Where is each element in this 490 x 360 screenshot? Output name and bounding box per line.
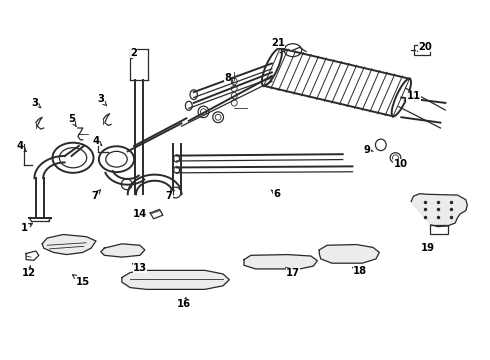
Polygon shape <box>411 194 467 226</box>
Text: 7: 7 <box>91 190 100 201</box>
Bar <box>430 225 448 234</box>
Text: 17: 17 <box>286 267 300 278</box>
Text: 8: 8 <box>224 73 234 83</box>
Text: 16: 16 <box>177 298 191 309</box>
Polygon shape <box>42 234 96 255</box>
Text: 12: 12 <box>22 265 36 278</box>
Text: 3: 3 <box>31 98 41 108</box>
Text: 15: 15 <box>73 275 90 287</box>
Text: 6: 6 <box>271 189 280 199</box>
Polygon shape <box>122 270 229 289</box>
Text: 1: 1 <box>21 223 32 233</box>
Text: 19: 19 <box>421 243 435 253</box>
Text: 5: 5 <box>68 114 76 126</box>
Text: 18: 18 <box>352 266 367 276</box>
Text: 7: 7 <box>166 190 174 201</box>
Text: 13: 13 <box>132 263 147 273</box>
Polygon shape <box>101 244 145 257</box>
Text: 4: 4 <box>17 141 26 152</box>
Text: 2: 2 <box>130 48 137 59</box>
Polygon shape <box>244 255 318 269</box>
Text: 4: 4 <box>93 136 102 145</box>
Text: 9: 9 <box>364 144 373 154</box>
Text: 20: 20 <box>417 42 432 51</box>
Text: 21: 21 <box>271 38 286 48</box>
Text: 3: 3 <box>98 94 106 106</box>
Text: 11: 11 <box>404 91 421 101</box>
Text: 10: 10 <box>393 159 407 169</box>
Text: 14: 14 <box>133 209 147 219</box>
Polygon shape <box>319 244 379 263</box>
